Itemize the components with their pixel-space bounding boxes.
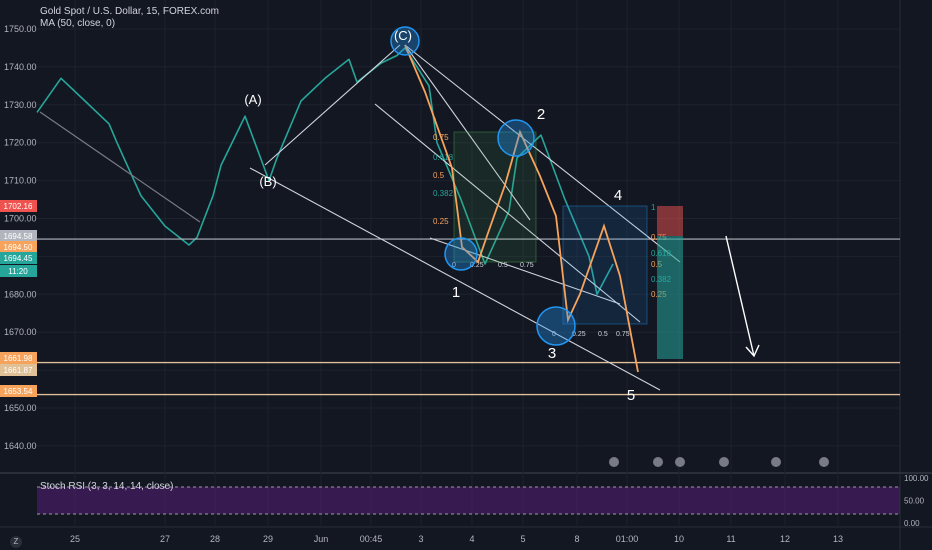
ma-legend: MA (50, close, 0) [40,18,116,29]
trend-line [39,111,201,223]
x-tick-label: 12 [780,534,790,544]
wave-label: 5 [627,387,635,404]
fib-label: 0.5 [498,262,508,269]
price-label-bg [0,265,37,277]
wave-label: (A) [244,92,261,107]
price-label: 1702.16 [4,202,33,211]
fib-box [562,205,648,325]
price-label: 1661.98 [4,354,33,363]
price-label: 11:20 [8,267,28,276]
fib-label: 0.75 [520,262,534,269]
pivot-circle [497,119,535,157]
channel-line [249,167,661,391]
y-tick-label: 1710.00 [4,176,37,186]
x-tick-label: 01:00 [616,534,639,544]
fib-box [453,131,537,263]
event-marker-icon [653,457,663,467]
x-tick-label: 11 [726,534,735,544]
y-tick-label: 1750.00 [4,24,37,34]
wave-label: 1 [452,284,460,301]
price-label-bg [0,252,37,264]
x-tick-label: 8 [574,534,579,544]
fib-label: 0 [452,262,456,269]
forecast-arrow [725,235,755,357]
fib-label: 0.382 [433,189,454,198]
y-tick-label: 1680.00 [4,289,37,299]
risk-zone [657,206,683,236]
x-tick-label: 10 [674,534,684,544]
price-axis-panel [900,0,932,550]
fib-label: 0.5 [598,331,608,338]
stoch-legend: Stoch RSI (3, 3, 14, 14, close) [40,481,174,492]
x-tick-label: 00:45 [360,534,383,544]
price-label-bg [0,230,37,242]
event-marker-icon [675,457,685,467]
fib-label: 0.618 [433,153,454,162]
chart-title: Gold Spot / U.S. Dollar, 15, FOREX.com [40,6,219,17]
y-tick-label: 1640.00 [4,441,37,451]
event-marker-icon [771,457,781,467]
fib-label: 0.25 [433,217,449,226]
wave-label: 3 [548,345,556,362]
x-tick-label: 29 [263,534,273,544]
fib-label: 0.5 [433,171,445,180]
y-tick-label: 1650.00 [4,403,37,413]
pivot-circle [536,306,576,346]
stoch-tick-label: 0.00 [904,519,920,528]
x-tick-label: 5 [520,534,525,544]
event-marker-icon [819,457,829,467]
x-tick-label: Jun [314,534,329,544]
channel-line [264,44,401,166]
price-label: 1653.54 [4,387,33,396]
fib-label: 1 [651,203,656,212]
wave-projection [404,44,639,373]
y-tick-label: 1670.00 [4,327,37,337]
stoch-tick-label: 50.00 [904,497,925,506]
event-marker-icon [719,457,729,467]
stoch-band [37,487,900,514]
x-tick-label: 25 [70,534,80,544]
price-label: 1694.45 [4,254,33,263]
price-label-bg [0,352,37,364]
reward-zone [657,236,683,359]
price-line [36,47,614,296]
wave-label: 4 [614,187,622,204]
pivot-circle [444,237,478,271]
price-label: 1694.58 [4,232,33,241]
price-label-bg [0,241,37,253]
price-label: 1694.50 [4,243,33,252]
fib-label: 0.25 [572,331,586,338]
x-tick-label: 13 [833,534,843,544]
fib-label: 0 [552,331,556,338]
event-marker-icon [609,457,619,467]
pivot-circle [390,26,420,56]
z-icon[interactable]: Z [10,536,22,548]
y-tick-label: 1720.00 [4,138,37,148]
price-label-bg [0,364,37,376]
price-label-bg [0,200,37,212]
x-tick-label: 28 [210,534,220,544]
price-label-bg [0,385,37,397]
price-label: 1661.87 [4,366,33,375]
x-tick-label: 27 [160,534,170,544]
x-tick-label: 3 [418,534,423,544]
forecast-arrow-head [745,344,760,358]
fib-label: 0.75 [616,331,630,338]
channel-line [429,237,621,305]
y-tick-label: 1700.00 [4,214,37,224]
x-tick-label: 4 [469,534,474,544]
fib-label: 0.25 [470,262,484,269]
channel-line [404,44,531,221]
channel-line [374,103,641,323]
y-tick-label: 1740.00 [4,62,37,72]
stoch-tick-label: 100.00 [904,474,929,483]
y-tick-label: 1730.00 [4,100,37,110]
wave-label: 2 [537,106,545,123]
channel-line [404,44,681,263]
wave-label: (C) [394,28,412,43]
fib-label: 0.5 [651,260,663,269]
wave-label: (B) [259,174,276,189]
